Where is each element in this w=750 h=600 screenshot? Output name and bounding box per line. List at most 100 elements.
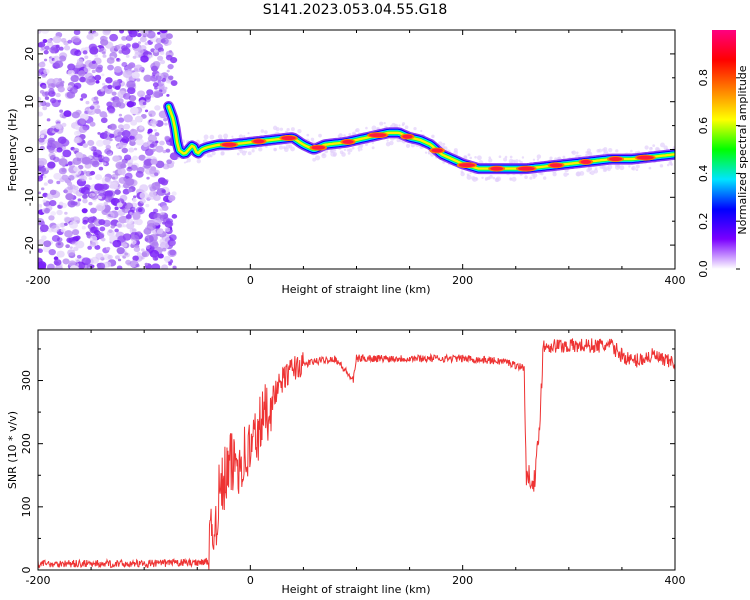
noise-speckle (103, 201, 108, 206)
noise-speckle (105, 246, 111, 251)
noise-speckle (55, 123, 63, 130)
noise-speckle (170, 80, 178, 86)
noise-speckle (150, 158, 158, 165)
noise-speckle (152, 50, 160, 57)
snr-plot-area (38, 330, 675, 570)
ridge-halo (635, 168, 639, 171)
ridge-halo (494, 177, 499, 183)
ridge-halo (283, 147, 289, 153)
ridge-halo (348, 148, 353, 153)
noise-speckle (119, 30, 125, 34)
noise-speckle (82, 156, 92, 165)
noise-speckle (66, 181, 73, 186)
noise-speckle (167, 239, 176, 247)
ridge-halo (601, 148, 606, 152)
noise-speckle (38, 61, 46, 68)
noise-speckle (38, 71, 42, 77)
noise-speckle (147, 134, 158, 143)
noise-speckle (67, 249, 76, 256)
noise-speckle (73, 30, 81, 36)
ridge-halo (312, 157, 316, 162)
ridge-halo (571, 150, 577, 155)
noise-speckle (110, 224, 116, 229)
noise-speckle (109, 33, 119, 42)
noise-speckle (102, 219, 112, 227)
ridge-halo (290, 127, 295, 132)
noise-speckle (98, 166, 104, 171)
noise-speckle (85, 72, 93, 80)
noise-speckle (108, 180, 113, 184)
noise-speckle (107, 64, 114, 71)
ridge-halo (209, 134, 215, 140)
noise-speckle (163, 117, 168, 122)
ridge-halo (351, 146, 355, 150)
ridge-halo (390, 124, 393, 128)
noise-speckle (43, 68, 50, 75)
noise-speckle (57, 86, 65, 93)
figure-title: S141.2023.053.04.55.G18 (263, 2, 448, 18)
noise-speckle (62, 149, 72, 158)
noise-speckle (142, 101, 147, 106)
noise-speckle (69, 217, 75, 222)
noise-speckle (101, 196, 106, 200)
noise-speckle (134, 51, 142, 58)
ridge-halo (186, 158, 191, 163)
noise-speckle (161, 205, 169, 211)
ridge-halo (586, 151, 590, 155)
ridge-halo (211, 151, 216, 156)
ridge-halo (243, 150, 246, 153)
noise-speckle (46, 118, 51, 122)
noise-speckle (50, 211, 57, 217)
ridge-halo (318, 133, 322, 138)
noise-speckle (61, 174, 69, 181)
noise-speckle (69, 246, 73, 250)
ridge-halo (183, 161, 186, 164)
noise-speckle (164, 122, 168, 126)
noise-speckle (70, 75, 79, 83)
noise-speckle (41, 167, 47, 172)
noise-speckle (53, 172, 62, 180)
y-tick-label: 10 (23, 95, 36, 109)
ridge-core (549, 163, 563, 168)
noise-speckle (151, 65, 158, 72)
noise-speckle (160, 179, 169, 186)
noise-speckle (117, 117, 125, 123)
snr-y-axis: 0 100 200 300 (20, 348, 675, 574)
ridge-halo (220, 151, 225, 156)
ridge-halo (343, 134, 346, 137)
noise-speckle (102, 54, 107, 58)
noise-speckle (61, 122, 67, 127)
ridge-halo (540, 172, 544, 176)
ridge-halo (666, 163, 670, 167)
noise-speckle (155, 75, 162, 81)
ridge-halo (637, 150, 640, 154)
ridge-halo (338, 133, 343, 138)
noise-speckle (94, 244, 101, 250)
noise-speckle (100, 38, 109, 46)
noise-speckle (42, 175, 47, 179)
y-tick-label: 200 (20, 433, 33, 454)
noise-speckle (74, 50, 82, 57)
noise-speckle (55, 92, 61, 98)
noise-speckle (154, 172, 159, 177)
noise-speckle (60, 37, 67, 43)
noise-speckle (91, 69, 96, 74)
noise-speckle (49, 189, 57, 196)
x-tick-label: -200 (26, 574, 51, 587)
ridge-halo (476, 155, 482, 161)
ridge-halo (589, 171, 592, 175)
ridge-halo (644, 145, 649, 150)
noise-speckle (100, 117, 108, 124)
noise-speckle (86, 33, 95, 41)
noise-speckle (74, 125, 80, 130)
noise-speckle (138, 154, 146, 161)
noise-speckle (51, 235, 60, 242)
noise-speckle (132, 213, 141, 220)
noise-speckle (92, 31, 99, 37)
noise-speckle (154, 105, 161, 111)
noise-speckle (121, 45, 128, 51)
x-tick-label: 200 (452, 574, 473, 587)
noise-speckle (49, 46, 57, 54)
noise-speckle (171, 214, 178, 219)
